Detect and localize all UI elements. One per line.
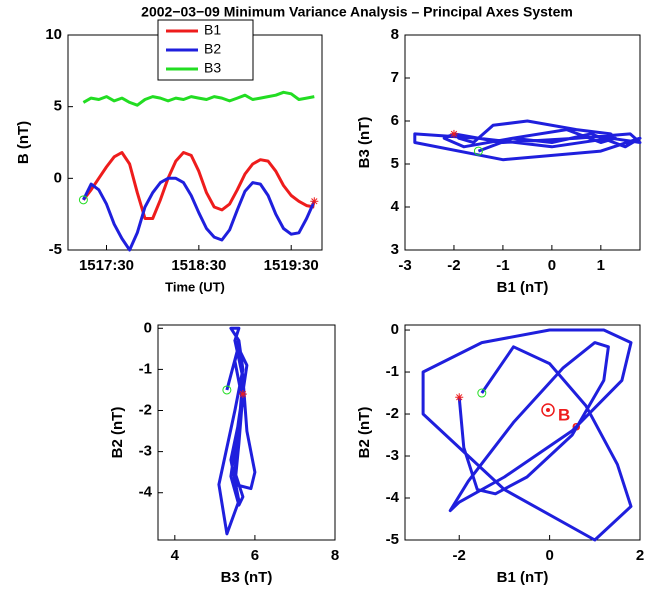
y-tick-label: -3 (139, 443, 152, 460)
x-axis-label: Time (UT) (165, 279, 225, 294)
x-tick-label: 6 (251, 547, 259, 564)
y-tick-label: 0 (391, 321, 399, 338)
x-tick-label: 0 (545, 547, 553, 564)
data-line (82, 151, 315, 220)
y-tick-label: 10 (45, 26, 62, 43)
end-marker-stroke (239, 390, 247, 398)
data-line (82, 90, 315, 107)
y-tick-label: 7 (391, 69, 399, 86)
y-tick-label: 5 (391, 155, 399, 172)
legend-label: B2 (204, 41, 221, 57)
start-marker (222, 385, 232, 395)
plot-frame (404, 324, 641, 541)
figure-title: 2002−03−09 Minimum Variance Analysis – P… (141, 4, 573, 20)
mean-field-symbol (541, 403, 555, 417)
x-tick-label: 0 (548, 257, 556, 274)
x-axis-label: B1 (nT) (497, 279, 549, 296)
data-line (82, 176, 316, 252)
y-tick-label: -3 (386, 447, 399, 464)
x-axis-label: B3 (nT) (221, 569, 273, 586)
annotation: B (558, 405, 570, 424)
x-tick-label: 1518:30 (171, 257, 226, 274)
y-axis-label: B2 (nT) (109, 407, 126, 459)
y-tick-label: 5 (54, 98, 62, 115)
x-tick-label: -2 (453, 547, 466, 564)
legend-label: B3 (204, 60, 221, 76)
y-tick-label: 0 (54, 169, 62, 186)
y-tick-label: -1 (139, 360, 152, 377)
y-axis-label: B (nT) (15, 121, 32, 164)
x-tick-label: 8 (331, 547, 339, 564)
y-tick-label: -2 (386, 405, 399, 422)
mean-field-dot (546, 408, 550, 412)
y-tick-label: -2 (139, 401, 152, 418)
data-line (413, 119, 642, 162)
x-tick-label: -2 (447, 257, 460, 274)
end-marker-stroke (456, 394, 463, 401)
data-line (421, 328, 633, 542)
x-tick-label: 4 (171, 547, 180, 564)
x-tick-label: -1 (496, 257, 509, 274)
y-tick-label: 4 (391, 198, 400, 215)
y-tick-label: -5 (49, 241, 62, 258)
end-marker (449, 129, 458, 138)
end-marker (238, 390, 247, 399)
data-line (217, 326, 257, 536)
end-marker-stroke (450, 130, 458, 138)
x-axis-label: B1 (nT) (497, 569, 549, 586)
y-tick-label: 8 (391, 26, 399, 43)
y-tick-label: -4 (139, 484, 153, 501)
y-tick-label: -5 (386, 531, 399, 548)
y-axis-label: B2 (nT) (356, 407, 373, 459)
start-marker (473, 146, 483, 156)
x-tick-label: 1519:30 (264, 257, 319, 274)
y-tick-label: 6 (391, 112, 399, 129)
y-tick-label: -4 (386, 489, 400, 506)
start-marker (477, 388, 487, 398)
end-marker-stroke (311, 198, 318, 205)
end-marker (455, 393, 464, 402)
y-tick-label: -1 (386, 363, 399, 380)
y-tick-label: 3 (391, 241, 399, 258)
start-marker (78, 195, 88, 205)
x-tick-label: 2 (636, 547, 644, 564)
x-tick-label: 1517:30 (79, 257, 134, 274)
end-marker (310, 197, 319, 206)
x-tick-label: 1 (597, 257, 605, 274)
x-tick-label: -3 (398, 257, 411, 274)
y-tick-label: 0 (144, 319, 152, 336)
plot-frame (157, 324, 336, 541)
legend-label: B1 (204, 22, 221, 38)
y-axis-label: B3 (nT) (356, 117, 373, 169)
